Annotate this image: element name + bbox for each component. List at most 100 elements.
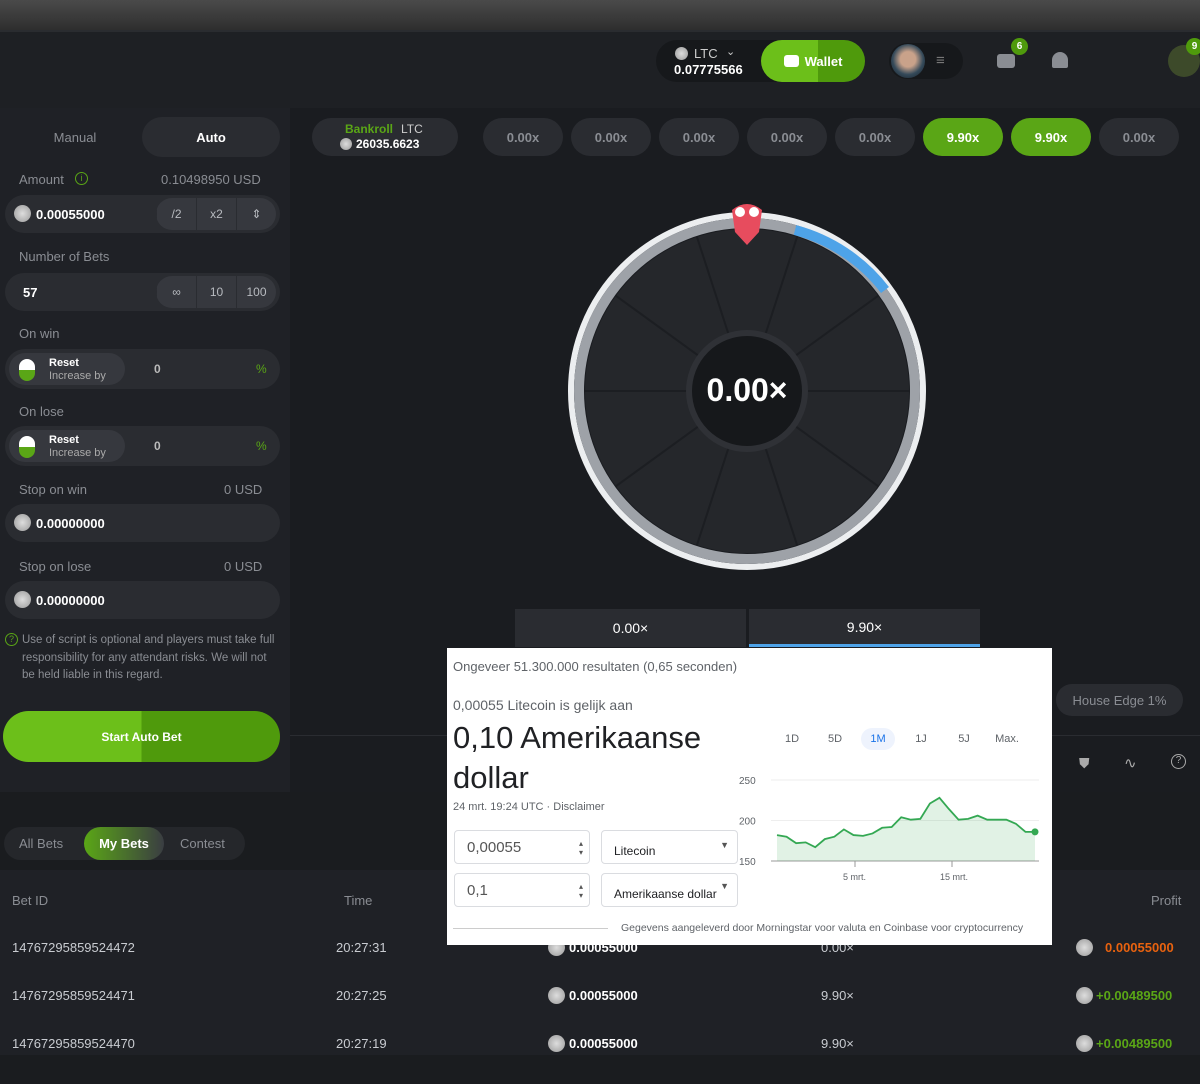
history-multiplier[interactable]: 0.00x — [1099, 118, 1179, 156]
history-multiplier[interactable]: 0.00x — [571, 118, 651, 156]
wallet-button[interactable]: Wallet — [761, 40, 865, 82]
start-auto-bet-button[interactable]: Start Auto Bet — [3, 711, 280, 762]
timestamp-disclaimer[interactable]: 24 mrt. 19:24 UTC · Disclaimer — [453, 801, 605, 813]
browser-top-bar — [0, 0, 1200, 30]
stop-win-value[interactable]: 0.00000000 — [36, 516, 105, 531]
header — [0, 30, 1200, 108]
avatar[interactable] — [891, 44, 925, 78]
google-converter-overlay: Ongeveer 51.300.000 resultaten (0,65 sec… — [447, 648, 1052, 945]
to-currency-select[interactable]: Amerikaanse dollar ▼ — [601, 873, 738, 907]
from-amount-input[interactable]: 0,00055 ▴ ▾ — [454, 830, 590, 864]
chevron-down-icon: ⌄ — [726, 46, 736, 58]
search-results-count: Ongeveer 51.300.000 resultaten (0,65 sec… — [453, 659, 738, 674]
info-icon[interactable]: i — [75, 172, 88, 185]
mail-icon[interactable] — [997, 54, 1015, 68]
litecoin-icon — [14, 205, 31, 222]
shield-icon[interactable]: ⛊ — [1079, 755, 1090, 771]
amount-input[interactable]: 0.00055000 /2 x2 ⇕ — [5, 195, 280, 233]
stop-lose-label: Stop on lose — [19, 559, 92, 574]
on-lose-toggle[interactable]: Reset Increase by — [9, 430, 125, 462]
conversion-result: 0,10 Amerikaanse dollar — [453, 720, 702, 795]
menu-icon[interactable]: ≡ — [936, 52, 945, 69]
wheel-dividers — [585, 236, 909, 546]
table-row[interactable]: 14767295859524472 20:27:31 0.00055000 0.… — [0, 939, 1200, 988]
bet-time: 20:27:31 — [336, 940, 387, 955]
tab-manual[interactable]: Manual — [53, 129, 97, 145]
from-currency-select[interactable]: Litecoin ▼ — [601, 830, 738, 864]
stop-lose-input[interactable]: 0.00000000 — [5, 581, 280, 619]
half-button[interactable]: /2 — [156, 198, 196, 230]
spinner-icon[interactable]: ▴ ▾ — [578, 839, 583, 857]
reset-label: Reset — [49, 434, 79, 446]
range-5j[interactable]: 5J — [958, 733, 970, 745]
bankroll[interactable]: Bankroll LTC 26035.6623 — [312, 118, 458, 156]
chat-badge: 9 — [1186, 38, 1200, 55]
graph-icon[interactable]: ∿ — [1124, 755, 1137, 772]
range-max[interactable]: Max. — [995, 733, 1019, 745]
mail-badge: 6 — [1011, 38, 1028, 55]
spinner-icon[interactable]: ▴ ▾ — [578, 882, 583, 900]
switch-icon — [19, 436, 35, 458]
stop-win-input[interactable]: 0.00000000 — [5, 504, 280, 542]
percent-label: % — [256, 439, 267, 453]
hundred-button[interactable]: 100 — [236, 276, 276, 308]
infinite-button[interactable]: ∞ — [156, 276, 196, 308]
tab-my-bets[interactable]: My Bets — [84, 827, 164, 860]
history-multiplier[interactable]: 9.90x — [923, 118, 1003, 156]
x-tick-label: 5 mrt. — [843, 872, 866, 882]
price-area — [777, 797, 1035, 861]
to-amount-input[interactable]: 0,1 ▴ ▾ — [454, 873, 590, 907]
bet-time: 20:27:25 — [336, 988, 387, 1003]
on-lose-value[interactable]: 0 — [154, 439, 161, 453]
number-of-bets-input[interactable]: 57 ∞ 10 100 — [5, 273, 280, 311]
wheel-divider — [764, 236, 799, 335]
range-1d[interactable]: 1D — [784, 733, 800, 745]
wheel-divider — [615, 294, 700, 357]
range-1m[interactable]: 1M — [861, 728, 895, 750]
ten-button[interactable]: 10 — [196, 276, 236, 308]
switch-icon — [19, 359, 35, 381]
history-multiplier[interactable]: 0.00x — [747, 118, 827, 156]
amount-value[interactable]: 0.00055000 — [36, 207, 105, 222]
bet-id[interactable]: 14767295859524472 — [12, 940, 135, 955]
bankroll-value: 26035.6623 — [356, 137, 420, 151]
y-tick-label: 150 — [739, 857, 756, 868]
x-tick-label: 15 mrt. — [940, 872, 968, 882]
on-win-value[interactable]: 0 — [154, 362, 161, 376]
tab-auto[interactable]: Auto — [142, 117, 280, 157]
stop-win-label: Stop on win — [19, 482, 87, 497]
litecoin-icon — [1076, 939, 1093, 956]
column-profit: Profit — [1151, 893, 1182, 908]
help-icon[interactable]: ? — [1171, 754, 1186, 769]
table-row[interactable]: 14767295859524471 20:27:25 0.00055000 9.… — [0, 987, 1200, 1036]
price-point — [1031, 828, 1039, 836]
bet-id[interactable]: 14767295859524471 — [12, 988, 135, 1003]
range-5d[interactable]: 5D — [827, 733, 843, 745]
double-button[interactable]: x2 — [196, 198, 236, 230]
stop-lose-value[interactable]: 0.00000000 — [36, 593, 105, 608]
history-multiplier[interactable]: 9.90x — [1011, 118, 1091, 156]
wheel-divider — [695, 447, 730, 546]
history-multiplier[interactable]: 0.00x — [483, 118, 563, 156]
table-row[interactable]: 14767295859524470 20:27:19 0.00055000 9.… — [0, 1035, 1200, 1084]
bet-amount: 0.00055000 — [569, 1036, 638, 1051]
history-multiplier[interactable]: 0.00x — [659, 118, 739, 156]
increase-label: Increase by — [49, 447, 106, 459]
wheel-divider — [764, 447, 799, 546]
tab-contest[interactable]: Contest — [180, 836, 225, 851]
litecoin-icon — [548, 987, 565, 1004]
bet-id[interactable]: 14767295859524470 — [12, 1036, 135, 1051]
bets-value[interactable]: 57 — [23, 285, 38, 300]
to-value: 0,1 — [467, 882, 488, 899]
bell-icon[interactable] — [1052, 52, 1068, 68]
percent-label: % — [256, 362, 267, 376]
wallet-icon — [783, 55, 799, 67]
history-multiplier[interactable]: 0.00x — [835, 118, 915, 156]
range-1j[interactable]: 1J — [915, 733, 927, 745]
stepper-icon[interactable]: ⇕ — [236, 198, 276, 230]
tab-all-bets[interactable]: All Bets — [19, 836, 64, 851]
house-edge[interactable]: House Edge 1% — [1056, 684, 1183, 716]
on-win-toggle[interactable]: Reset Increase by — [9, 353, 125, 385]
wheel-center — [686, 330, 808, 452]
litecoin-icon — [548, 1035, 565, 1052]
